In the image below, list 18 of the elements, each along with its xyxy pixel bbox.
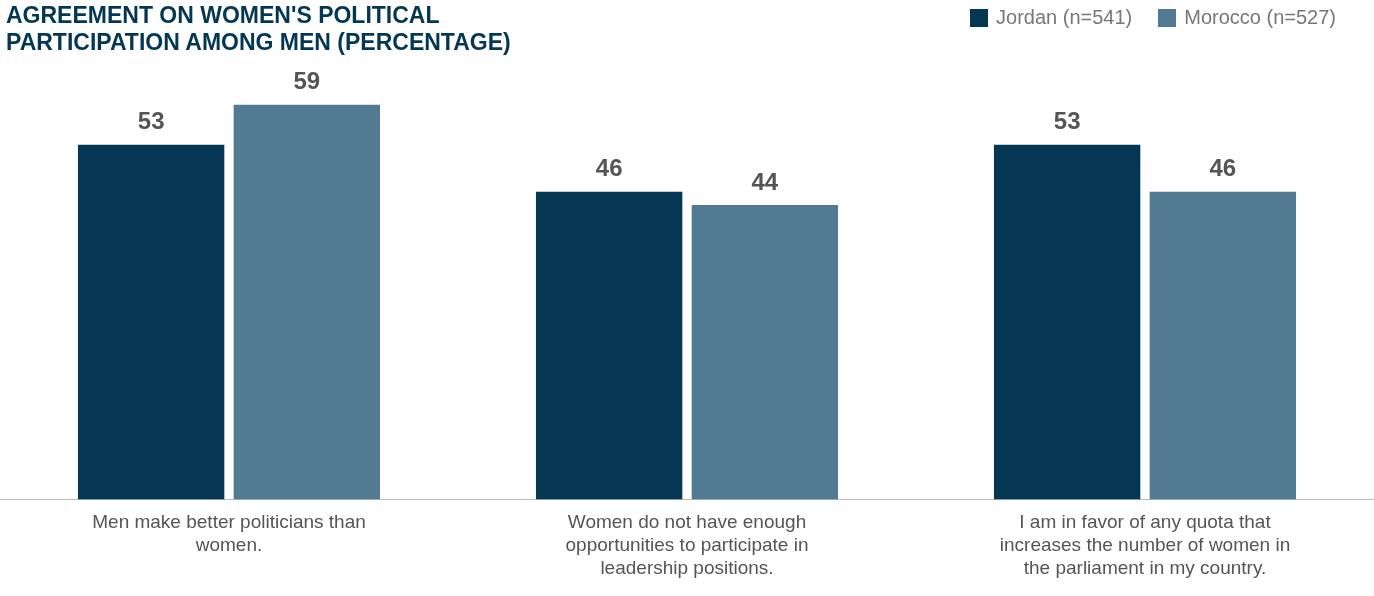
x-tick-label: Women do not have enough opportunities to participate in leadership positions. [565,511,809,578]
data-label: 53 [137,107,165,135]
x-tick-label: Men make better politicians than women. [92,511,366,556]
bar [535,191,683,500]
x-tick-label: I am in favor of any quota that increases the number of women in the parliament in my country. [999,511,1291,578]
legend-label: Morocco (n=527) [1184,6,1336,29]
data-label: 59 [293,67,321,95]
legend-label: Jordan (n=541) [996,6,1133,29]
bar [233,104,381,500]
chart-title: AGREEMENT ON WOMEN'S POLITICAL PARTICIPATION AMONG MEN (PERCENTAGE) [6,2,512,56]
bar [1149,191,1297,500]
bar [77,144,225,500]
data-label: 46 [1209,154,1237,182]
bar [993,144,1141,500]
bar [691,205,839,500]
data-label: 46 [595,154,623,182]
data-label: 44 [751,167,779,195]
data-label: 53 [1053,107,1081,135]
